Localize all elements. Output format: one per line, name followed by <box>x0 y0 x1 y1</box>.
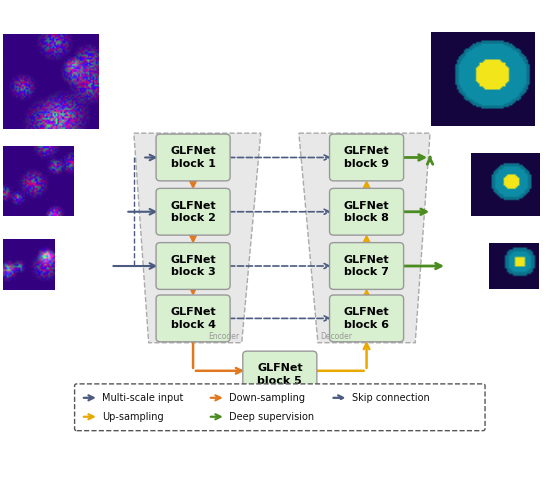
Text: Multi-scale input: Multi-scale input <box>102 393 183 403</box>
Polygon shape <box>134 133 261 343</box>
Text: GLFNet
block 7: GLFNet block 7 <box>344 255 389 277</box>
Text: Down-sampling: Down-sampling <box>229 393 305 403</box>
FancyBboxPatch shape <box>330 189 403 235</box>
FancyBboxPatch shape <box>330 134 403 181</box>
FancyBboxPatch shape <box>330 243 403 289</box>
FancyBboxPatch shape <box>156 295 230 342</box>
Text: Decoder: Decoder <box>320 332 352 341</box>
FancyBboxPatch shape <box>156 134 230 181</box>
Text: GLFNet
block 6: GLFNet block 6 <box>344 307 389 330</box>
Text: Skip connection: Skip connection <box>352 393 430 403</box>
FancyBboxPatch shape <box>75 384 485 431</box>
FancyBboxPatch shape <box>330 295 403 342</box>
Text: GLFNet
block 3: GLFNet block 3 <box>170 255 216 277</box>
FancyBboxPatch shape <box>243 351 317 398</box>
Polygon shape <box>299 133 430 343</box>
Text: Up-sampling: Up-sampling <box>102 412 164 422</box>
Text: GLFNet
block 4: GLFNet block 4 <box>170 307 216 330</box>
Text: GLFNet
block 9: GLFNet block 9 <box>344 146 389 169</box>
FancyBboxPatch shape <box>156 243 230 289</box>
Text: GLFNet
block 2: GLFNet block 2 <box>170 201 216 223</box>
Text: Encoder: Encoder <box>209 332 240 341</box>
FancyBboxPatch shape <box>156 189 230 235</box>
Text: Deep supervision: Deep supervision <box>229 412 314 422</box>
Text: GLFNet
block 5: GLFNet block 5 <box>257 364 302 386</box>
Text: GLFNet
block 8: GLFNet block 8 <box>344 201 389 223</box>
Text: GLFNet
block 1: GLFNet block 1 <box>170 146 216 169</box>
